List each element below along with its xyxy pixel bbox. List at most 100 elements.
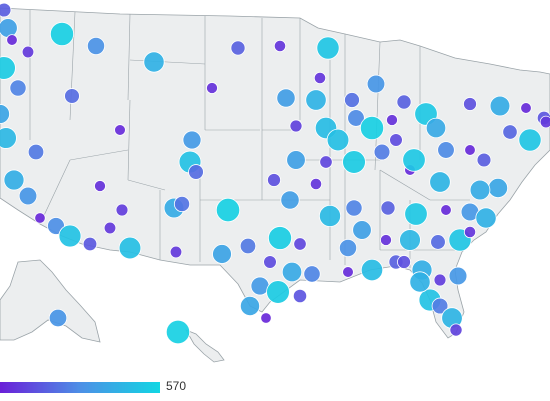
map-marker[interactable] xyxy=(313,71,327,85)
map-marker[interactable] xyxy=(399,229,421,251)
map-marker[interactable] xyxy=(326,128,350,152)
map-marker[interactable] xyxy=(0,18,18,38)
map-marker[interactable] xyxy=(380,234,392,246)
map-marker[interactable] xyxy=(182,130,202,150)
map-marker[interactable] xyxy=(230,40,246,56)
map-marker[interactable] xyxy=(239,237,257,255)
map-marker[interactable] xyxy=(409,271,431,293)
map-marker[interactable] xyxy=(276,88,296,108)
map-marker[interactable] xyxy=(118,236,142,260)
map-marker[interactable] xyxy=(212,244,232,264)
map-marker[interactable] xyxy=(103,221,117,235)
map-marker[interactable] xyxy=(260,312,272,324)
map-marker[interactable] xyxy=(188,164,204,180)
map-marker[interactable] xyxy=(9,79,27,97)
map-marker[interactable] xyxy=(64,88,80,104)
map-marker[interactable] xyxy=(3,169,25,191)
map-marker[interactable] xyxy=(82,236,98,252)
map-marker[interactable] xyxy=(173,195,191,213)
map-marker[interactable] xyxy=(475,207,497,229)
map-marker[interactable] xyxy=(86,36,106,56)
map-marker[interactable] xyxy=(303,265,321,283)
map-marker[interactable] xyxy=(165,319,191,345)
map-marker[interactable] xyxy=(487,177,509,199)
map-marker[interactable] xyxy=(316,36,340,60)
map-marker[interactable] xyxy=(518,128,542,152)
state-border-line xyxy=(127,13,131,101)
map-marker[interactable] xyxy=(309,177,323,191)
map-marker[interactable] xyxy=(293,237,307,251)
map-marker[interactable] xyxy=(0,127,17,149)
map-marker[interactable] xyxy=(397,255,411,269)
map-marker[interactable] xyxy=(469,179,491,201)
map-marker[interactable] xyxy=(34,212,46,224)
map-marker[interactable] xyxy=(289,119,303,133)
map-marker[interactable] xyxy=(49,21,75,47)
map-marker[interactable] xyxy=(305,89,327,111)
map-marker[interactable] xyxy=(386,114,398,126)
map-marker[interactable] xyxy=(268,226,292,250)
map-marker[interactable] xyxy=(402,148,426,172)
map-marker[interactable] xyxy=(6,34,18,46)
map-marker[interactable] xyxy=(502,124,518,140)
map-marker[interactable] xyxy=(464,144,476,156)
map-marker[interactable] xyxy=(18,186,38,206)
map-marker[interactable] xyxy=(448,266,468,286)
map-marker[interactable] xyxy=(520,102,532,114)
map-marker[interactable] xyxy=(476,152,492,168)
map-marker[interactable] xyxy=(273,39,287,53)
map-marker[interactable] xyxy=(433,273,447,287)
map-marker[interactable] xyxy=(21,45,35,59)
map-marker[interactable] xyxy=(344,92,360,108)
map-marker[interactable] xyxy=(319,155,333,169)
map-marker[interactable] xyxy=(267,173,281,187)
map-marker[interactable] xyxy=(169,245,183,259)
map-marker[interactable] xyxy=(430,234,446,250)
map-marker[interactable] xyxy=(206,82,218,94)
map-marker[interactable] xyxy=(404,202,428,226)
state-border-line xyxy=(69,149,129,161)
map-marker[interactable] xyxy=(0,104,10,124)
map-marker[interactable] xyxy=(280,190,300,210)
map-marker[interactable] xyxy=(342,266,354,278)
map-marker[interactable] xyxy=(239,295,261,317)
map-marker[interactable] xyxy=(431,297,449,315)
map-marker[interactable] xyxy=(338,238,358,258)
map-marker[interactable] xyxy=(27,143,45,161)
map-marker[interactable] xyxy=(389,133,403,147)
map-marker[interactable] xyxy=(286,150,306,170)
map-marker[interactable] xyxy=(352,220,372,240)
map-marker[interactable] xyxy=(463,225,477,239)
map-marker[interactable] xyxy=(143,51,165,73)
map-marker[interactable] xyxy=(463,97,477,111)
map-marker[interactable] xyxy=(359,115,385,141)
map-marker[interactable] xyxy=(440,204,452,216)
map-marker[interactable] xyxy=(425,117,447,139)
map-marker[interactable] xyxy=(114,124,126,136)
map-marker[interactable] xyxy=(449,323,463,337)
map-marker[interactable] xyxy=(0,2,12,18)
map-marker[interactable] xyxy=(437,141,455,159)
map-marker[interactable] xyxy=(373,143,391,161)
map-marker[interactable] xyxy=(318,204,341,227)
map-marker[interactable] xyxy=(380,200,396,216)
map-marker[interactable] xyxy=(266,280,290,304)
map-marker[interactable] xyxy=(345,199,363,217)
map-marker[interactable] xyxy=(360,258,384,282)
map-marker[interactable] xyxy=(347,109,365,127)
map-marker[interactable] xyxy=(292,288,308,304)
map-marker[interactable] xyxy=(281,261,303,283)
map-marker[interactable] xyxy=(0,56,16,80)
map-marker[interactable] xyxy=(396,94,412,110)
map-marker[interactable] xyxy=(215,197,241,223)
map-marker[interactable] xyxy=(48,308,68,328)
map-marker[interactable] xyxy=(94,180,106,192)
map-marker[interactable] xyxy=(342,150,366,174)
map-marker[interactable] xyxy=(429,171,451,193)
map-marker[interactable] xyxy=(539,115,550,129)
map-marker[interactable] xyxy=(115,203,129,217)
map-marker[interactable] xyxy=(263,255,277,269)
map-marker[interactable] xyxy=(489,95,511,117)
map-marker[interactable] xyxy=(366,74,386,94)
map-marker[interactable] xyxy=(58,224,82,248)
